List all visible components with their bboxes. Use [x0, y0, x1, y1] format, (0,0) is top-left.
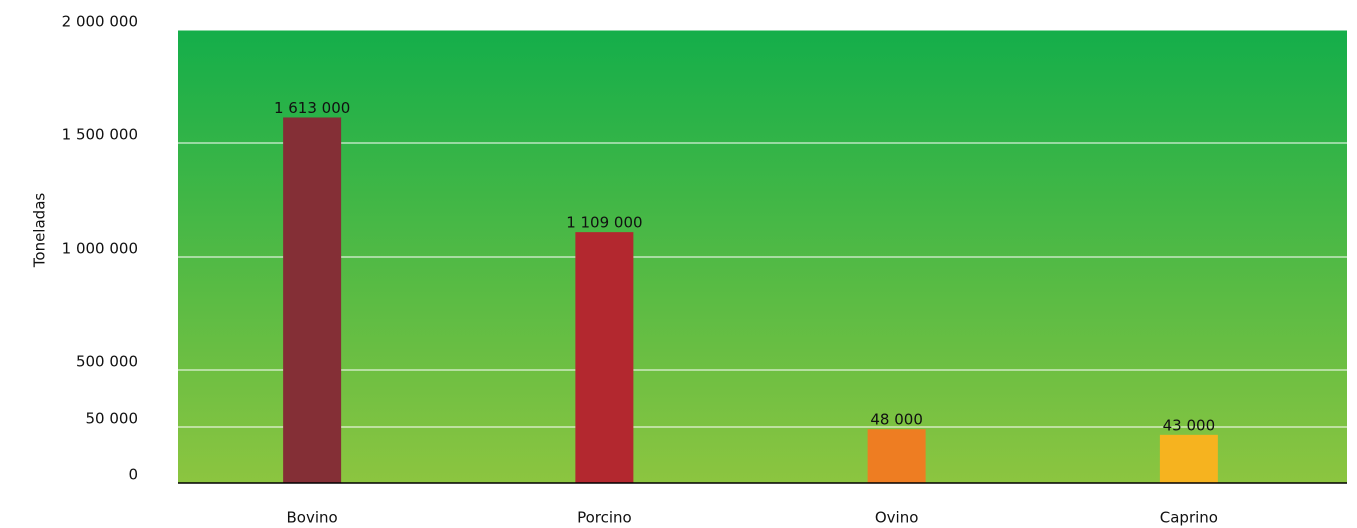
- y-tick-label: 50 000: [86, 410, 139, 428]
- bar: [283, 117, 342, 483]
- y-tick-label: 500 000: [76, 353, 138, 371]
- bar: [1159, 434, 1218, 483]
- bar: [575, 232, 634, 483]
- y-tick-label: 2 000 000: [62, 13, 138, 31]
- y-tick-label: 1 500 000: [62, 126, 138, 144]
- y-axis-label: Toneladas: [31, 193, 49, 269]
- value-label: 48 000: [870, 411, 923, 429]
- x-tick-label: Bovino: [287, 509, 338, 527]
- y-tick-label: 0: [128, 466, 138, 484]
- x-tick-label: Caprino: [1160, 509, 1218, 527]
- value-label: 1 613 000: [274, 99, 350, 117]
- y-tick-label: 1 000 000: [62, 240, 138, 258]
- value-label: 43 000: [1163, 416, 1216, 434]
- x-tick-label: Porcino: [577, 509, 632, 527]
- x-tick-label: Ovino: [875, 509, 919, 527]
- bar: [867, 429, 926, 483]
- value-label: 1 109 000: [566, 214, 642, 232]
